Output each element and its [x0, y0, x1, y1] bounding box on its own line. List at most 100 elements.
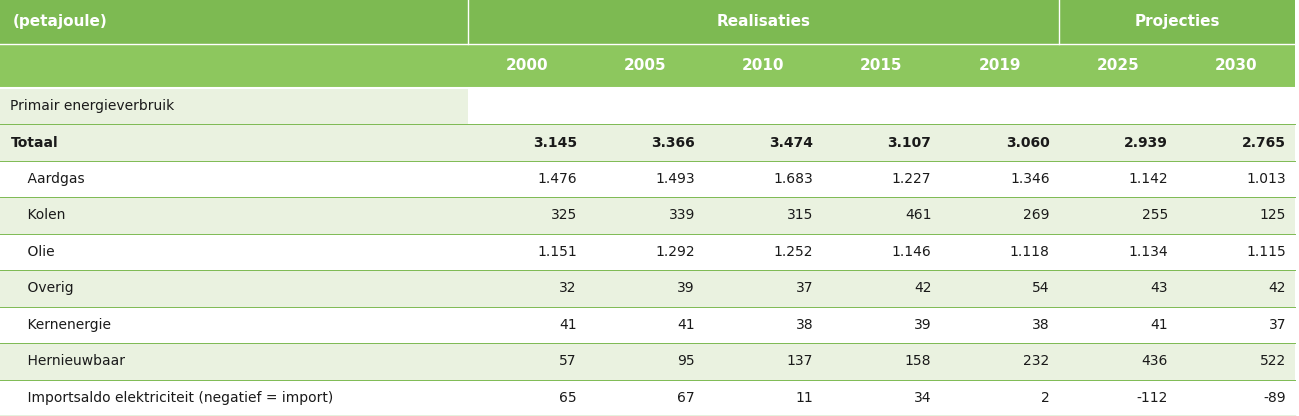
Text: 2015: 2015: [860, 58, 903, 73]
Bar: [1059, 161, 1177, 197]
Text: 2.765: 2.765: [1242, 136, 1286, 149]
Text: 2030: 2030: [1215, 58, 1257, 73]
Text: 41: 41: [677, 318, 695, 332]
Text: 67: 67: [677, 391, 695, 405]
Text: 1.292: 1.292: [655, 245, 695, 259]
Text: 1.252: 1.252: [774, 245, 813, 259]
Text: 1.476: 1.476: [536, 172, 577, 186]
Bar: [940, 88, 1059, 124]
Text: 41: 41: [559, 318, 577, 332]
Bar: [468, 124, 586, 161]
Text: 232: 232: [1024, 354, 1050, 368]
Bar: [0, 307, 468, 343]
Bar: [0, 379, 468, 416]
Bar: [0, 88, 468, 124]
Bar: [1059, 307, 1177, 343]
Bar: [822, 270, 940, 307]
Text: 137: 137: [787, 354, 813, 368]
Text: 255: 255: [1142, 208, 1168, 223]
Text: 43: 43: [1151, 281, 1168, 295]
Bar: [704, 197, 822, 234]
Text: 158: 158: [905, 354, 931, 368]
Text: 125: 125: [1260, 208, 1286, 223]
Bar: [704, 234, 822, 270]
Text: 41: 41: [1150, 318, 1168, 332]
Text: Projecties: Projecties: [1134, 15, 1220, 30]
Text: 1.683: 1.683: [773, 172, 813, 186]
Bar: [704, 307, 822, 343]
Bar: [704, 270, 822, 307]
Text: 1.146: 1.146: [891, 245, 931, 259]
Bar: [1059, 124, 1177, 161]
Text: 1.493: 1.493: [655, 172, 695, 186]
Bar: [468, 44, 586, 88]
Text: 39: 39: [677, 281, 695, 295]
Text: 2005: 2005: [624, 58, 666, 73]
Text: -89: -89: [1264, 391, 1286, 405]
Text: 1.151: 1.151: [536, 245, 577, 259]
Text: 54: 54: [1033, 281, 1050, 295]
Bar: [468, 234, 586, 270]
Bar: [822, 234, 940, 270]
Bar: [468, 379, 586, 416]
Bar: [1059, 343, 1177, 379]
Text: 2000: 2000: [505, 58, 548, 73]
Text: 38: 38: [795, 318, 813, 332]
Text: Kernenergie: Kernenergie: [10, 318, 112, 332]
Bar: [0, 343, 468, 379]
Text: 65: 65: [559, 391, 577, 405]
Bar: [704, 124, 822, 161]
Bar: [0, 44, 468, 88]
Bar: [704, 44, 822, 88]
Bar: [1059, 270, 1177, 307]
Text: 37: 37: [1269, 318, 1286, 332]
Text: 42: 42: [914, 281, 931, 295]
Bar: [0, 234, 468, 270]
Bar: [468, 197, 586, 234]
Bar: [1177, 270, 1295, 307]
Bar: [704, 379, 822, 416]
Text: 32: 32: [560, 281, 577, 295]
Bar: [940, 197, 1059, 234]
Bar: [0, 197, 468, 234]
Text: Primair energieverbruik: Primair energieverbruik: [10, 99, 174, 113]
Bar: [586, 44, 704, 88]
Text: Hernieuwbaar: Hernieuwbaar: [10, 354, 126, 368]
Bar: [586, 161, 704, 197]
Text: 1.013: 1.013: [1246, 172, 1286, 186]
Bar: [468, 307, 586, 343]
Bar: [940, 343, 1059, 379]
Bar: [0, 270, 468, 307]
Text: Importsaldo elektriciteit (negatief = import): Importsaldo elektriciteit (negatief = im…: [10, 391, 334, 405]
Text: 269: 269: [1024, 208, 1050, 223]
Bar: [1059, 44, 1177, 88]
Text: 2.939: 2.939: [1124, 136, 1168, 149]
Bar: [822, 197, 940, 234]
Bar: [1177, 343, 1295, 379]
Text: 2025: 2025: [1096, 58, 1139, 73]
Text: -112: -112: [1137, 391, 1168, 405]
Text: 39: 39: [913, 318, 931, 332]
Text: 461: 461: [905, 208, 931, 223]
Text: 3.474: 3.474: [769, 136, 813, 149]
Text: 1.142: 1.142: [1128, 172, 1168, 186]
Bar: [704, 88, 822, 124]
Bar: [822, 88, 940, 124]
Text: 2019: 2019: [978, 58, 1021, 73]
Text: 2: 2: [1040, 391, 1050, 405]
Bar: [468, 161, 586, 197]
Bar: [0, 124, 468, 161]
Bar: [940, 234, 1059, 270]
Text: 11: 11: [795, 391, 813, 405]
Bar: [822, 161, 940, 197]
Bar: [1177, 161, 1295, 197]
Bar: [704, 343, 822, 379]
Bar: [1177, 307, 1295, 343]
Text: 3.366: 3.366: [651, 136, 695, 149]
Bar: [822, 124, 940, 161]
Bar: [0, 0, 1295, 44]
Bar: [1177, 88, 1295, 124]
Text: 3.060: 3.060: [1005, 136, 1050, 149]
Bar: [586, 379, 704, 416]
Bar: [1177, 44, 1295, 88]
